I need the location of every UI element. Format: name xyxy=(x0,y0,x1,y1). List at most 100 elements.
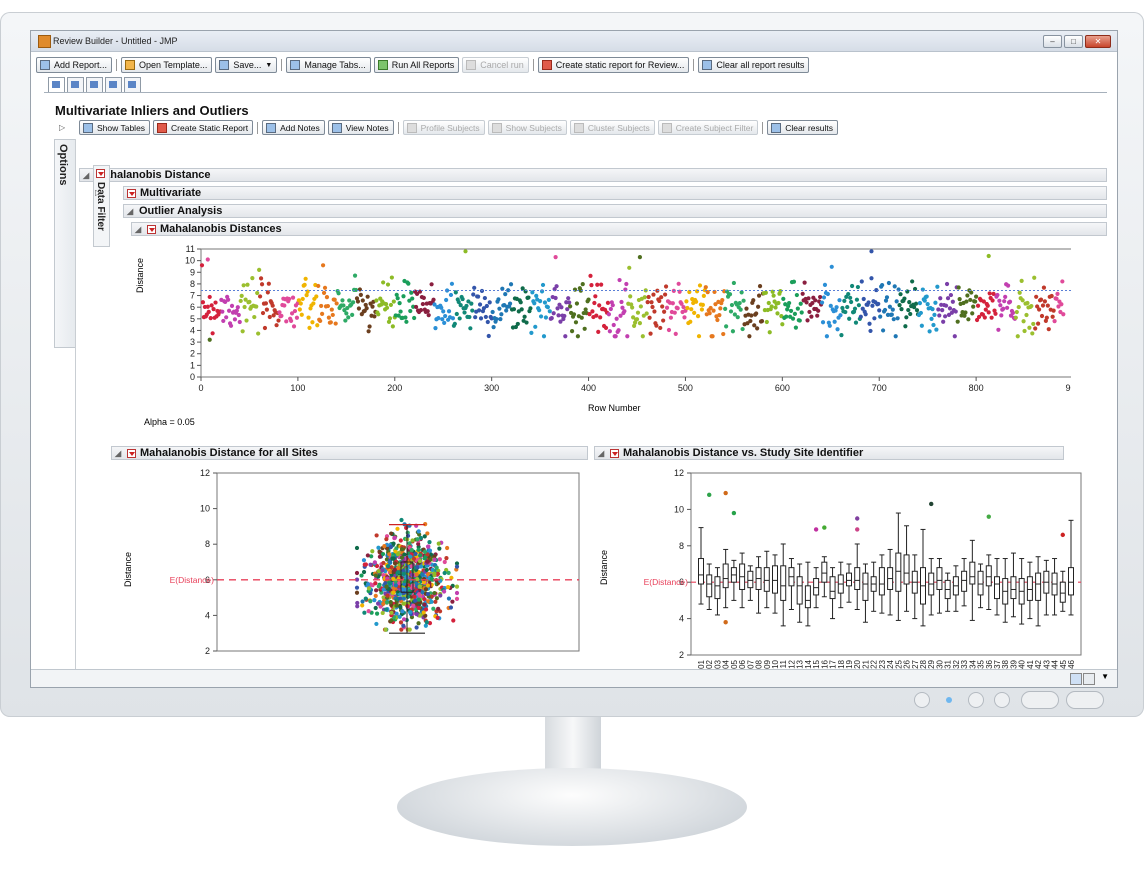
data-point xyxy=(421,610,426,615)
data-point xyxy=(444,297,449,303)
data-point xyxy=(458,303,463,308)
data-point xyxy=(895,316,900,321)
profile-icon xyxy=(406,122,417,133)
data-point xyxy=(436,568,441,573)
data-point xyxy=(581,310,586,316)
data-point xyxy=(541,334,547,339)
create-static-review-button[interactable]: Create static report for Review... xyxy=(537,57,690,73)
tab-report-2[interactable] xyxy=(67,77,84,93)
profile-subjects-button[interactable]: Profile Subjects xyxy=(402,120,485,135)
data-point xyxy=(365,553,370,558)
data-point xyxy=(454,584,460,589)
outline-vs-site[interactable]: ◢ Mahalanobis Distance vs. Study Site Id… xyxy=(594,446,1064,460)
data-point xyxy=(829,264,834,269)
data-point xyxy=(847,316,852,321)
status-table-icon[interactable] xyxy=(1070,673,1082,685)
disclosure-closed-icon[interactable]: ▷ xyxy=(95,188,102,197)
status-menu-chevron-icon[interactable]: ▼ xyxy=(1101,672,1109,681)
data-point xyxy=(515,321,520,327)
red-triangle-menu-icon[interactable] xyxy=(127,448,136,458)
panel-divider xyxy=(75,139,76,677)
create-subject-filter-button[interactable]: Create Subject Filter xyxy=(657,120,759,135)
data-point xyxy=(1054,296,1059,301)
chevron-down-icon: ▼ xyxy=(265,61,273,69)
outline-multivariate-label: Multivariate xyxy=(140,187,202,199)
data-point xyxy=(885,312,891,317)
outline-outlier-analysis[interactable]: ◢ Outlier Analysis xyxy=(123,204,1107,218)
data-point xyxy=(446,570,451,576)
add-report-button[interactable]: Add Report... xyxy=(36,57,113,73)
show-subjects-button[interactable]: Show Subjects xyxy=(487,120,567,135)
x-tick-label: 14 xyxy=(804,659,813,668)
data-point xyxy=(664,305,670,310)
tab-report-1[interactable] xyxy=(48,77,65,93)
data-point xyxy=(730,329,736,334)
outline-mahalanobis-distance[interactable]: ◢ Mahalanobis Distance xyxy=(79,168,1107,182)
options-expand-icon[interactable]: ▷ xyxy=(59,123,66,132)
create-static-label: Create Static Report xyxy=(171,122,249,133)
data-point xyxy=(422,534,427,539)
data-point xyxy=(257,267,262,272)
data-point xyxy=(373,605,378,611)
status-home-icon[interactable] xyxy=(1083,673,1095,685)
data-point xyxy=(905,289,910,294)
save-button[interactable]: Save... ▼ xyxy=(215,57,278,73)
x-tick-label: 03 xyxy=(713,659,722,668)
data-point xyxy=(373,581,378,586)
data-point xyxy=(422,556,427,561)
data-point xyxy=(237,319,242,325)
maximize-button[interactable]: □ xyxy=(1064,35,1083,48)
close-button[interactable]: ✕ xyxy=(1085,35,1111,48)
clear-results-button[interactable]: Clear results xyxy=(767,120,838,135)
show-tables-button[interactable]: Show Tables xyxy=(79,120,151,135)
outlier-point xyxy=(463,249,468,254)
data-filter-toggle[interactable]: Data Filter xyxy=(93,165,110,247)
x-tick-label: 04 xyxy=(722,659,731,668)
data-point xyxy=(695,313,701,319)
data-point xyxy=(787,300,792,306)
manage-tabs-button[interactable]: Manage Tabs... xyxy=(286,57,371,73)
tab-report-5[interactable] xyxy=(124,77,141,93)
red-triangle-menu-icon[interactable] xyxy=(127,188,136,198)
tab-report-4[interactable] xyxy=(105,77,122,93)
data-point xyxy=(899,307,904,312)
create-static-report-button[interactable]: Create Static Report xyxy=(153,120,254,135)
data-point xyxy=(409,547,414,553)
data-point xyxy=(401,596,407,601)
data-point xyxy=(906,307,911,313)
outline-mahalanobis-distances[interactable]: ◢ Mahalanobis Distances xyxy=(131,222,1107,236)
run-all-reports-button[interactable]: Run All Reports xyxy=(373,57,460,73)
minimize-button[interactable]: – xyxy=(1043,35,1062,48)
data-point xyxy=(460,296,465,302)
page-title: Multivariate Inliers and Outliers xyxy=(55,103,249,118)
data-point xyxy=(487,300,492,305)
data-point xyxy=(778,288,783,294)
data-point xyxy=(1019,278,1024,284)
add-notes-button[interactable]: Add Notes xyxy=(262,120,325,135)
data-point xyxy=(359,573,364,578)
red-triangle-menu-icon[interactable] xyxy=(147,224,156,234)
data-point xyxy=(932,312,937,318)
red-triangle-menu-icon[interactable] xyxy=(96,169,105,178)
view-notes-button[interactable]: View Notes xyxy=(327,120,394,135)
data-point xyxy=(506,288,511,293)
clear-all-results-button[interactable]: Clear all report results xyxy=(698,57,810,73)
options-panel-toggle[interactable]: Options xyxy=(54,139,76,348)
table-icon xyxy=(83,122,93,133)
outline-all-sites[interactable]: ◢ Mahalanobis Distance for all Sites xyxy=(111,446,588,460)
data-point xyxy=(708,305,713,311)
data-point xyxy=(842,298,847,303)
open-template-button[interactable]: Open Template... xyxy=(121,57,213,73)
cluster-subjects-button[interactable]: Cluster Subjects xyxy=(569,120,655,135)
cluster-icon xyxy=(573,122,584,133)
red-triangle-menu-icon[interactable] xyxy=(610,448,619,458)
tab-report-3[interactable] xyxy=(86,77,103,93)
data-point xyxy=(347,298,352,303)
data-point xyxy=(843,309,848,315)
outline-multivariate[interactable]: Multivariate xyxy=(123,186,1107,200)
data-point xyxy=(346,315,351,320)
outlier-point xyxy=(637,255,643,260)
cancel-run-button[interactable]: Cancel run xyxy=(462,57,529,73)
data-point xyxy=(367,324,372,329)
data-point xyxy=(724,324,729,329)
